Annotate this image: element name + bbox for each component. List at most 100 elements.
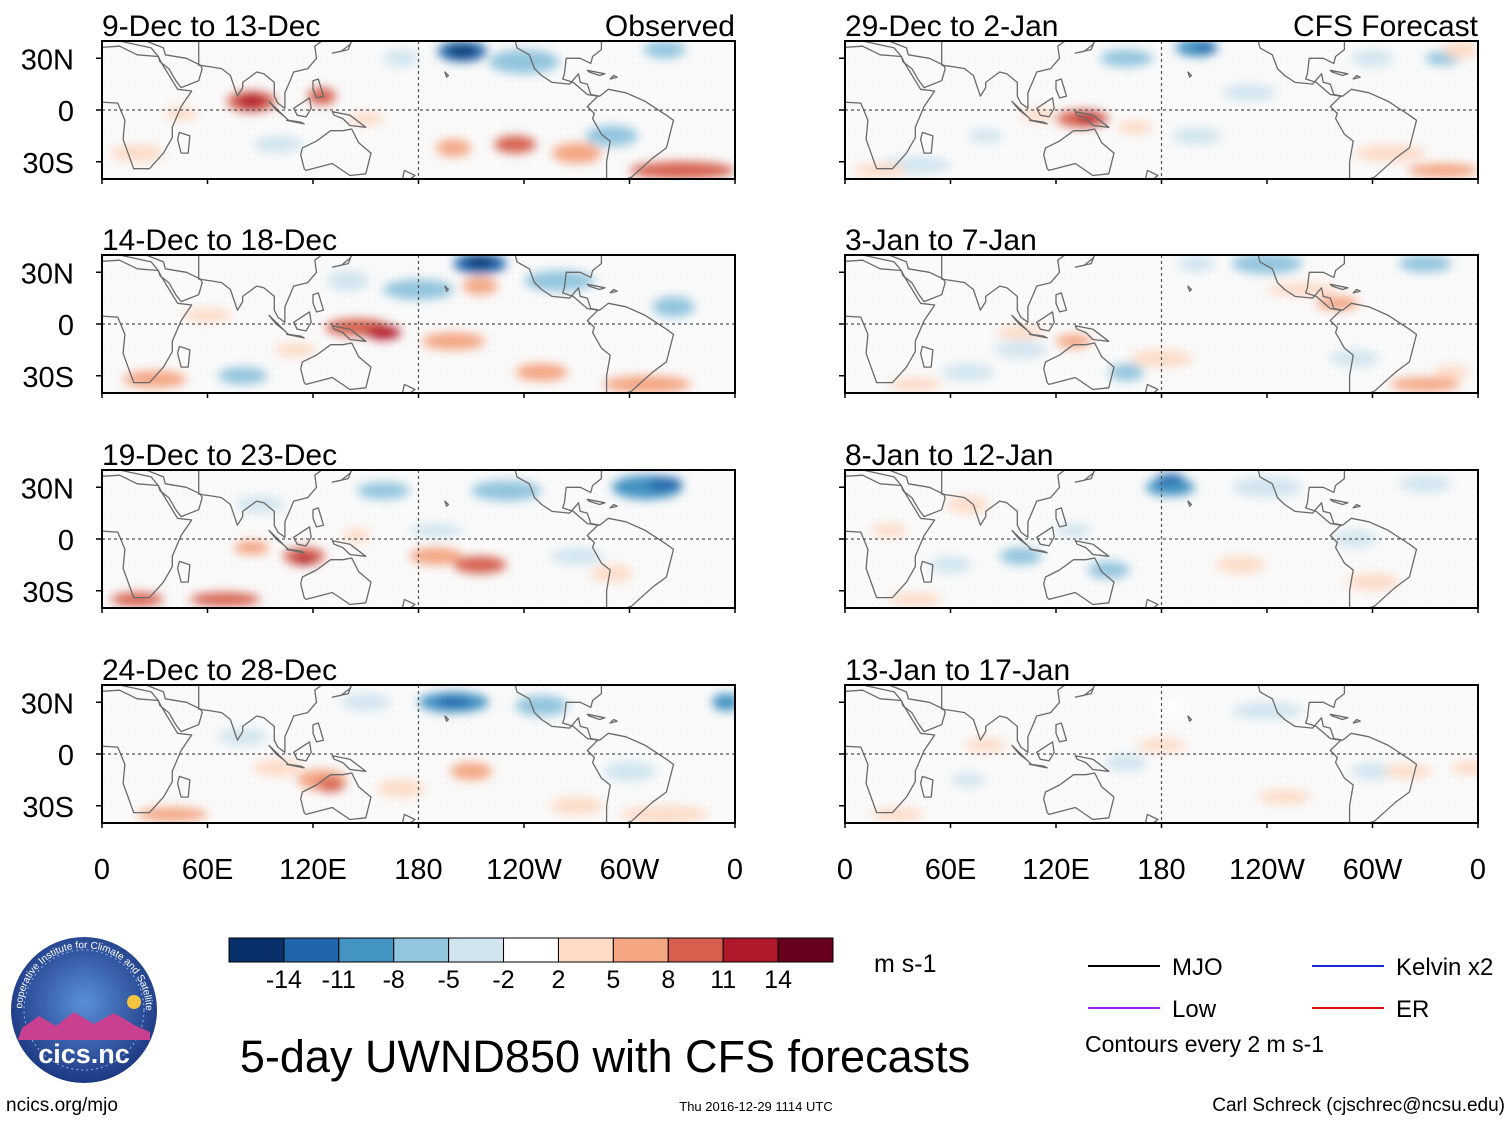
land-outline <box>1011 744 1033 766</box>
colorbar-units: m s-1 <box>874 950 937 978</box>
anomaly-blob <box>1156 473 1185 484</box>
land-outline <box>1187 71 1193 78</box>
anomaly-blob <box>233 540 270 555</box>
anomaly-blob <box>1351 49 1394 67</box>
anomaly-blob <box>950 772 986 787</box>
land-outline <box>845 259 936 384</box>
panel-period: 24-Dec to 28-Dec <box>102 654 337 687</box>
anomaly-blob <box>450 762 493 780</box>
anomaly-blob <box>647 476 683 491</box>
lon-tick-label: 120E <box>1022 854 1090 886</box>
colorbar-tick-label: -11 <box>322 966 356 994</box>
land-outline <box>293 311 312 332</box>
lat-tick-label: 30S <box>22 362 74 394</box>
anomaly-blob <box>1087 561 1130 579</box>
legend-label: Low <box>1172 996 1217 1023</box>
land-outline <box>293 741 312 762</box>
anomaly-blob <box>1108 363 1144 381</box>
x-axis: 0 60E 120E 180 120W 60W 0 0 60E 120E 180 120W 60W 0 <box>94 854 1486 886</box>
land-outline <box>444 71 450 78</box>
land-outline <box>331 540 367 557</box>
anomaly-blob <box>218 728 268 746</box>
land-outline <box>293 526 312 547</box>
anomaly-blob <box>1117 120 1153 135</box>
anomaly-blob <box>189 592 261 607</box>
column-label: CFS Forecast <box>1293 10 1479 43</box>
anomaly-blob <box>1346 573 1399 591</box>
anomaly-blob <box>590 564 634 583</box>
land-outline <box>1043 772 1115 821</box>
anomaly-blob <box>235 495 285 514</box>
land-outline <box>331 111 367 128</box>
anomaly-blob <box>1407 163 1478 178</box>
wind-anomaly-field <box>137 691 735 823</box>
wind-anomaly-field <box>853 41 1478 178</box>
colorbar-swatch <box>722 937 779 963</box>
panel-period: 29-Dec to 2-Jan <box>845 10 1058 43</box>
anomaly-blob <box>1434 365 1470 380</box>
land-outline <box>919 345 934 368</box>
land-outline <box>1187 715 1193 722</box>
land-outline <box>268 529 290 551</box>
anomaly-blob <box>1398 255 1452 273</box>
anomaly-blob <box>550 797 604 815</box>
colorbar-swatch <box>448 937 505 963</box>
land-outline <box>1352 718 1361 724</box>
colorbar-tick-label: 14 <box>764 966 792 994</box>
anomaly-blob <box>462 277 498 295</box>
land-outline <box>331 41 353 54</box>
logo-sun <box>127 995 141 1009</box>
land-outline <box>845 45 936 170</box>
land-outline <box>198 41 323 109</box>
land-outline <box>300 772 372 821</box>
anomaly-blob <box>603 375 692 393</box>
legend-label: Kelvin x2 <box>1396 954 1493 981</box>
lon-tick-label: 60E <box>182 854 234 886</box>
land-outline <box>1043 557 1115 606</box>
logo-disc <box>11 937 157 1083</box>
wind-anomaly-field <box>110 475 683 607</box>
anomaly-blob <box>620 805 709 823</box>
lat-tick-label: 30N <box>21 258 74 290</box>
anomaly-blob <box>218 367 268 385</box>
land-outline <box>331 325 367 342</box>
land-outline <box>102 470 203 518</box>
land-outline <box>331 755 367 772</box>
land-outline <box>1074 685 1096 698</box>
land-outline <box>198 685 323 753</box>
anomaly-blob <box>110 592 164 607</box>
anomaly-blob <box>1451 760 1478 775</box>
land-outline <box>444 285 450 292</box>
anomaly-blob <box>383 49 419 67</box>
lon-tick-label: 120W <box>1229 854 1305 886</box>
colorbar-swatch <box>777 937 834 963</box>
land-outline <box>1329 69 1349 77</box>
anomaly-blob <box>515 695 568 717</box>
anomaly-blob <box>999 547 1042 565</box>
map-panel: 30N 0 30S 19-Dec to 23-Dec <box>21 439 736 613</box>
colorbar-swatch <box>338 937 395 963</box>
anomaly-blob <box>110 144 164 162</box>
land-outline <box>609 503 618 509</box>
land-outline <box>1074 111 1110 128</box>
anomaly-blob <box>1056 523 1092 538</box>
land-outline <box>1055 722 1068 743</box>
logo-text: cics.nc <box>38 1039 130 1069</box>
land-outline <box>331 255 353 268</box>
colorbar-tick-label: -5 <box>438 966 460 994</box>
lat-tick-label: 30S <box>22 577 74 609</box>
lat-tick-label: 30S <box>22 148 74 180</box>
chart-title: 5-day UWND850 with CFS forecasts <box>240 1031 970 1082</box>
anomaly-blob <box>1258 790 1311 805</box>
anomaly-blob <box>1333 530 1377 548</box>
anomaly-blob <box>515 363 568 381</box>
wind-anomaly-field <box>123 255 695 393</box>
anomaly-blob <box>316 778 345 792</box>
land-outline <box>300 128 372 177</box>
anomaly-blob <box>964 738 1007 753</box>
anomaly-blob <box>1354 144 1426 162</box>
lon-tick-label: 0 <box>94 854 110 886</box>
map-panel: 3-Jan to 7-Jan <box>839 224 1479 398</box>
colorbar-swatch <box>557 937 614 963</box>
